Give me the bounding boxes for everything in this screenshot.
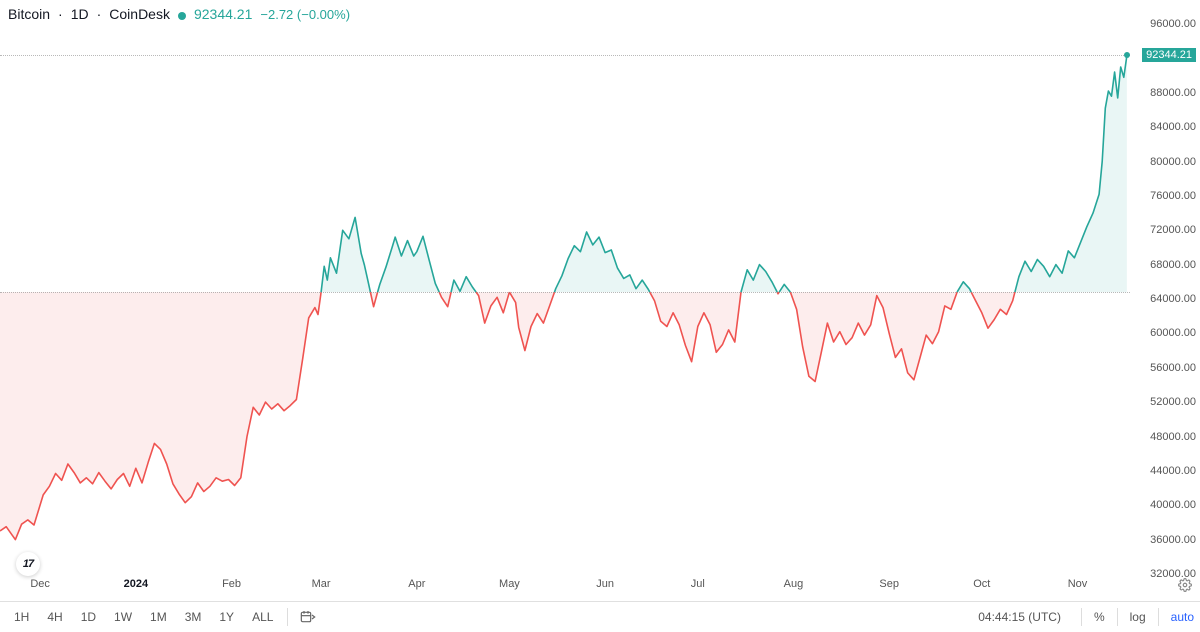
y-tick: 84000.00 — [1150, 121, 1196, 133]
x-tick: Nov — [1068, 578, 1088, 590]
x-tick: Jun — [596, 578, 614, 590]
y-tick: 40000.00 — [1150, 499, 1196, 511]
timeframe-1h-button[interactable]: 1H — [6, 607, 37, 627]
y-tick: 72000.00 — [1150, 224, 1196, 236]
timeframe-all-button[interactable]: ALL — [244, 607, 281, 627]
divider — [287, 608, 288, 626]
timeframe-1d-button[interactable]: 1D — [73, 607, 104, 627]
y-tick: 60000.00 — [1150, 327, 1196, 339]
x-tick: 2024 — [124, 578, 148, 590]
calendar-jump-icon[interactable] — [294, 607, 322, 627]
y-tick: 80000.00 — [1150, 156, 1196, 168]
y-tick: 96000.00 — [1150, 18, 1196, 30]
tradingview-logo[interactable]: 17 — [16, 552, 40, 576]
y-tick: 56000.00 — [1150, 362, 1196, 374]
price-change: −2.72 (−0.00%) — [260, 7, 350, 22]
y-tick: 68000.00 — [1150, 259, 1196, 271]
price-flag: 92344.21 — [1142, 48, 1196, 62]
last-point-marker — [1124, 52, 1130, 58]
timeframe-1m-button[interactable]: 1M — [142, 607, 175, 627]
status-dot-icon — [178, 12, 186, 20]
divider — [1117, 608, 1118, 626]
y-tick: 64000.00 — [1150, 293, 1196, 305]
current-price-line — [0, 55, 1130, 56]
divider — [1081, 608, 1082, 626]
last-price: 92344.21 — [194, 6, 252, 22]
y-tick: 52000.00 — [1150, 396, 1196, 408]
symbol-name: Bitcoin — [8, 6, 50, 22]
bottom-toolbar: 1H4H1D1W1M3M1YALL 04:44:15 (UTC) % log a… — [0, 601, 1200, 632]
scale-percent-button[interactable]: % — [1088, 607, 1111, 627]
y-tick: 88000.00 — [1150, 87, 1196, 99]
settings-gear-icon[interactable] — [1178, 578, 1192, 592]
x-tick: Dec — [30, 578, 50, 590]
x-tick: Oct — [973, 578, 990, 590]
price-axis[interactable]: 96000.0092000.0088000.0084000.0080000.00… — [1134, 24, 1196, 574]
x-tick: Sep — [879, 578, 899, 590]
interval: 1D — [71, 6, 89, 22]
divider — [1158, 608, 1159, 626]
y-tick: 36000.00 — [1150, 534, 1196, 546]
clock: 04:44:15 (UTC) — [978, 610, 1061, 624]
x-tick: Feb — [222, 578, 241, 590]
timeframe-1y-button[interactable]: 1Y — [211, 607, 242, 627]
y-tick: 44000.00 — [1150, 465, 1196, 477]
y-tick: 48000.00 — [1150, 431, 1196, 443]
timeframe-3m-button[interactable]: 3M — [177, 607, 210, 627]
scale-auto-button[interactable]: auto — [1165, 607, 1200, 627]
x-tick: Apr — [408, 578, 425, 590]
x-tick: Aug — [784, 578, 804, 590]
y-tick: 76000.00 — [1150, 190, 1196, 202]
baseline-line — [0, 292, 1130, 293]
timeframe-group: 1H4H1D1W1M3M1YALL — [6, 607, 281, 627]
chart-legend: Bitcoin · 1D · CoinDesk 92344.21 −2.72 (… — [8, 6, 350, 22]
x-tick: Jul — [691, 578, 705, 590]
x-tick: Mar — [312, 578, 331, 590]
time-axis[interactable]: Dec 2024 Feb Mar Apr May Jun Jul Aug Sep Oct Nov — [0, 578, 1130, 596]
price-chart[interactable] — [0, 24, 1130, 574]
x-tick: May — [499, 578, 520, 590]
timeframe-1w-button[interactable]: 1W — [106, 607, 140, 627]
timeframe-4h-button[interactable]: 4H — [39, 607, 70, 627]
data-source: CoinDesk — [109, 6, 170, 22]
scale-log-button[interactable]: log — [1124, 607, 1152, 627]
